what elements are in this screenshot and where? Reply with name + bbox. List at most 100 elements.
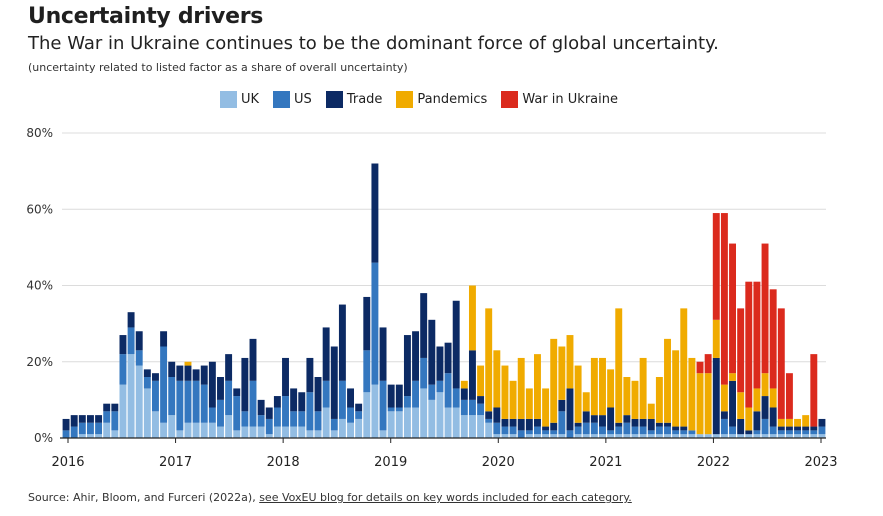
bar-segment xyxy=(78,422,86,435)
bar-segment xyxy=(590,434,598,438)
bar-segment xyxy=(599,415,606,427)
bar-segment xyxy=(785,430,793,435)
bar-segment xyxy=(509,426,517,435)
bar-segment xyxy=(777,308,785,419)
bar-segment xyxy=(753,430,761,435)
bar-segment xyxy=(501,365,509,419)
bar-segment xyxy=(745,434,753,438)
bar-segment xyxy=(785,373,793,419)
bar-segment xyxy=(412,407,420,438)
bar-segment xyxy=(420,388,428,438)
x-tick-label: 2020 xyxy=(482,455,515,470)
bar-segment xyxy=(347,422,354,438)
bar-segment xyxy=(314,430,322,438)
legend-swatch xyxy=(501,91,519,108)
bar-segment xyxy=(623,377,631,416)
bar-segment xyxy=(86,434,94,438)
x-tick-label: 2022 xyxy=(697,455,730,470)
bar-segment xyxy=(810,430,818,435)
bar-segment xyxy=(558,399,566,412)
bar-segment xyxy=(655,422,663,427)
legend-item: War in Ukraine xyxy=(501,91,618,108)
bar-segment xyxy=(338,380,346,419)
bar-segment xyxy=(696,361,704,374)
bar-segment xyxy=(737,392,745,419)
bar-segment xyxy=(712,213,720,320)
bar-segment xyxy=(420,293,428,358)
bar-segment xyxy=(143,369,151,377)
bar-segment xyxy=(672,434,680,438)
bar-segment xyxy=(387,411,395,438)
bar-segment xyxy=(127,327,135,355)
bar-segment xyxy=(525,388,533,419)
bar-segment xyxy=(696,373,704,435)
legend-swatch xyxy=(325,91,343,108)
bar-segment xyxy=(745,281,753,408)
x-tick-label: 2016 xyxy=(51,455,84,470)
bar-segment xyxy=(273,396,281,408)
bar-segment xyxy=(664,434,671,438)
stacked-bar-chart: 0% 20% 40% 60% 80% 2016 2017 2018 2019 2020 2021 20… xyxy=(26,126,837,470)
bar-segment xyxy=(387,384,395,408)
bar-segment xyxy=(534,434,541,438)
bar-segment xyxy=(574,365,582,423)
bar-segment xyxy=(517,357,525,419)
bar-segment xyxy=(192,380,200,423)
bar-segment xyxy=(631,418,639,427)
bar-segment xyxy=(785,434,793,438)
bar-segment xyxy=(103,411,111,423)
bar-segment xyxy=(590,357,598,416)
bar-segment xyxy=(412,380,420,408)
bar-segment xyxy=(379,327,387,381)
bar-segment xyxy=(785,418,793,427)
bar-segment xyxy=(176,430,184,438)
bar-segment xyxy=(517,418,525,431)
bar-segment xyxy=(664,338,671,423)
legend-swatch xyxy=(396,91,414,108)
bar-segment xyxy=(233,396,241,431)
bar-segment xyxy=(176,365,184,381)
bar-segment xyxy=(558,411,566,435)
bar-segment xyxy=(761,373,769,397)
legend-label: War in Ukraine xyxy=(522,92,618,107)
bar-segment xyxy=(86,422,94,435)
bar-segment xyxy=(688,357,696,431)
source-text: Source: Ahir, Bloom, and Furceri (2022a)… xyxy=(28,491,260,504)
bar-segment xyxy=(517,430,525,438)
legend-item: US xyxy=(273,91,312,108)
bar-segment xyxy=(566,430,574,438)
bar-segment xyxy=(712,357,720,435)
bar-segment xyxy=(509,418,517,427)
source-link[interactable]: see VoxEU blog for details on key words … xyxy=(259,491,632,504)
bar-segment xyxy=(62,430,70,438)
chart-source: Source: Ahir, Bloom, and Furceri (2022a)… xyxy=(28,491,632,504)
bar-segment xyxy=(200,422,208,438)
bar-segment xyxy=(525,430,533,435)
bar-segment xyxy=(363,392,371,438)
bar-segment xyxy=(338,418,346,438)
bar-segment xyxy=(631,426,639,435)
bar-segment xyxy=(688,434,696,438)
legend-swatch xyxy=(273,91,291,108)
bar-segment xyxy=(761,243,769,374)
bar-segment xyxy=(647,430,655,435)
bar-segment xyxy=(647,403,655,419)
bar-segment xyxy=(152,373,159,381)
bar-segment xyxy=(420,357,428,389)
bar-segment xyxy=(241,357,249,412)
bar-segment xyxy=(615,308,623,423)
bar-segment xyxy=(225,415,233,438)
bar-segment xyxy=(493,434,501,438)
bar-segment xyxy=(582,411,590,423)
bar-segment xyxy=(379,380,387,431)
bar-segment xyxy=(135,350,143,366)
bar-segment xyxy=(704,373,712,435)
bar-segment xyxy=(233,430,241,438)
bar-segment xyxy=(225,354,233,381)
bar-segment xyxy=(525,434,533,438)
bar-segment xyxy=(777,418,785,427)
bar-segment xyxy=(639,434,647,438)
bar-segment xyxy=(119,384,127,438)
bar-segment xyxy=(249,426,257,438)
bar-segment xyxy=(720,434,728,438)
